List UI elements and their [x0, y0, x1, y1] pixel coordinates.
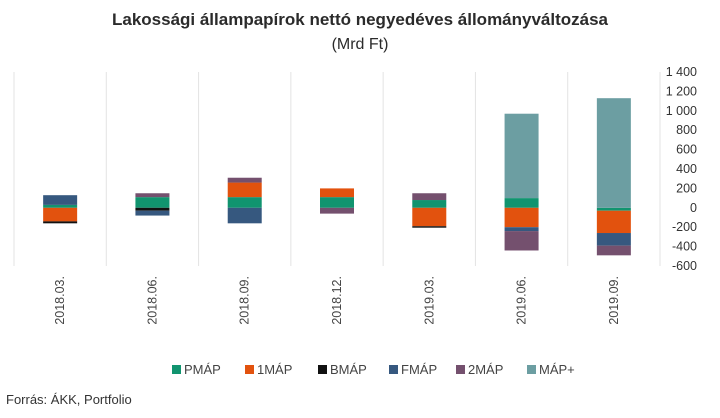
bar-pmp-2019-09 — [596, 207, 631, 211]
x-tick-label: 2018.03. — [53, 276, 67, 325]
bar-2mp-2019-06 — [504, 231, 539, 251]
x-tick-label: 2019.06. — [515, 276, 529, 325]
bar-bmp-2018-06 — [135, 207, 170, 211]
legend-swatch — [527, 365, 536, 374]
bar-fmp-2019-09 — [596, 233, 631, 246]
bar-pmp-2018-09 — [227, 197, 262, 208]
bar-fmp-2018-06 — [135, 210, 170, 216]
legend-label: FMÁP — [401, 362, 437, 377]
bar-pmp-2018-06 — [135, 197, 170, 208]
y-tick-label: -600 — [672, 259, 697, 273]
x-tick-label: 2018.09. — [238, 276, 252, 325]
y-tick-label: 1 200 — [666, 84, 697, 98]
bar-1mp-2018-09 — [227, 182, 262, 198]
bar-1mp-2018-03 — [43, 207, 78, 222]
bar-2mp-2018-06 — [135, 193, 170, 198]
legend-label: PMÁP — [184, 362, 221, 377]
x-tick-label: 2019.03. — [422, 276, 436, 325]
y-tick-label: 1 400 — [666, 65, 697, 79]
bar-1mp-2019-06 — [504, 207, 539, 228]
legend-swatch — [245, 365, 254, 374]
bar-pmp-2018-12 — [320, 197, 354, 208]
bar-mp-2019-09 — [596, 98, 631, 208]
legend-swatch — [172, 365, 181, 374]
y-tick-label: -200 — [672, 220, 697, 234]
bar-pmp-2019-06 — [504, 198, 539, 208]
chart-title: Lakossági állampapírok nettó negyedéves … — [111, 10, 609, 29]
x-tick-label: 2019.09. — [607, 276, 621, 325]
bar-pmp-2018-03 — [43, 204, 78, 208]
legend-label: 2MÁP — [468, 362, 503, 377]
legend-swatch — [318, 365, 327, 374]
bar-fmp-2019-06 — [504, 227, 539, 232]
bar-fmp-2018-09 — [227, 207, 262, 224]
source-note: Forrás: ÁKK, Portfolio — [6, 392, 132, 407]
x-tick-label: 2018.06. — [145, 276, 159, 325]
legend-label: 1MÁP — [257, 362, 292, 377]
legend-swatch — [389, 365, 398, 374]
chart-subtitle: (Mrd Ft) — [331, 36, 389, 53]
bar-1mp-2019-09 — [596, 210, 631, 234]
y-tick-label: 200 — [676, 181, 697, 195]
y-tick-label: 400 — [676, 162, 697, 176]
y-tick-label: 1 000 — [666, 104, 697, 118]
bar-2mp-2018-09 — [227, 177, 262, 183]
y-tick-label: 800 — [676, 123, 697, 137]
y-tick-label: 600 — [676, 143, 697, 157]
bar-mp-2019-06 — [504, 113, 539, 199]
y-tick-label: 0 — [690, 201, 697, 215]
y-tick-label: -400 — [672, 240, 697, 254]
bar-1mp-2018-12 — [320, 188, 354, 198]
bar-2mp-2019-09 — [596, 245, 631, 256]
bar-bmp-2018-03 — [43, 221, 78, 224]
bar-fmp-2018-03 — [43, 195, 78, 205]
bar-bmp-2019-03 — [412, 226, 447, 228]
bar-2mp-2018-12 — [320, 207, 354, 214]
bar-2mp-2019-03 — [412, 193, 447, 201]
legend-label: MÁP+ — [539, 362, 575, 377]
x-tick-label: 2018.12. — [330, 276, 344, 325]
legend-label: BMÁP — [330, 362, 367, 377]
legend-swatch — [456, 365, 465, 374]
bar-pmp-2019-03 — [412, 200, 447, 208]
bar-1mp-2019-03 — [412, 207, 447, 227]
